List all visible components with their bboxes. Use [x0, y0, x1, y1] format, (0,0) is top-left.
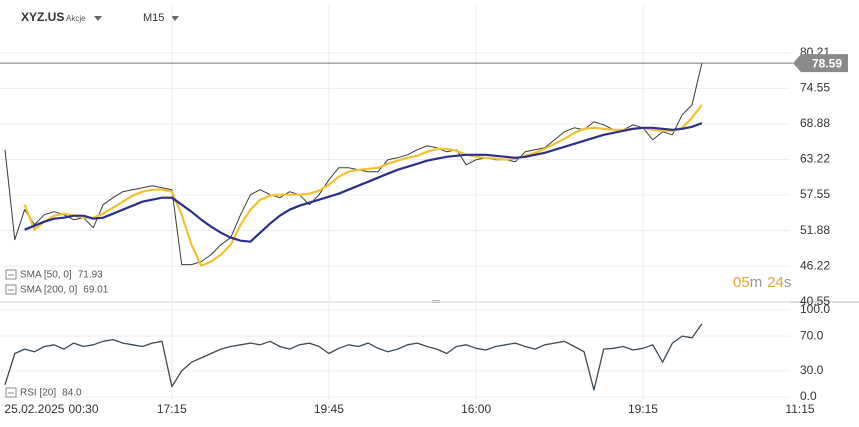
legend-value: 84.0	[62, 388, 82, 399]
y-tick-label: 30.0	[800, 363, 824, 377]
dropdown-arrow[interactable]	[171, 16, 179, 21]
y-tick-label: 70.0	[800, 328, 824, 342]
y-tick-label: 63.22	[800, 152, 830, 166]
legend-name: SMA [200, 0]	[20, 285, 77, 296]
countdown: 05	[733, 274, 750, 291]
symbol: XYZ.US	[21, 10, 64, 24]
countdown: s	[784, 274, 792, 291]
series-line	[24, 122, 703, 243]
legend-icon	[5, 269, 17, 280]
y-tick-label: 57.55	[800, 187, 830, 201]
countdown: m	[750, 274, 763, 291]
series-line	[4, 323, 703, 391]
legend-name: RSI [20]	[20, 388, 56, 399]
y-tick-label: 51.88	[800, 223, 830, 237]
legend-icon	[5, 387, 17, 398]
timeframe[interactable]: M15	[143, 12, 164, 24]
y-tick-label: 46.22	[800, 258, 830, 272]
dropdown-arrow[interactable]	[94, 16, 102, 21]
x-tick-label: 16:00	[461, 402, 491, 416]
y-tick-label: 100.0	[800, 302, 830, 316]
asset-type: Akcje	[66, 14, 86, 23]
legend-icon	[5, 284, 17, 295]
x-tick-label: 17:15	[157, 402, 187, 416]
current-price-label: 78.59	[812, 56, 842, 70]
price-badge	[793, 54, 848, 73]
y-tick-label: 40.55	[800, 294, 830, 308]
x-tick-label: 19:45	[314, 402, 344, 416]
x-tick-label: 19:15	[628, 402, 658, 416]
series-line	[23, 104, 703, 267]
x-tick-label: 25.02.2025	[4, 402, 64, 416]
legend-value: 71.93	[78, 270, 103, 281]
y-tick-label: 74.55	[800, 81, 830, 95]
countdown: 24	[767, 274, 784, 291]
y-tick-label: 0.0	[800, 389, 817, 403]
legend-name: SMA [50, 0]	[20, 270, 72, 281]
legend-value: 69.01	[83, 285, 108, 296]
y-tick-label: 68.88	[800, 116, 830, 130]
x-tick-label: 00:30	[69, 402, 99, 416]
x-tick-label: 11:15	[785, 402, 814, 416]
